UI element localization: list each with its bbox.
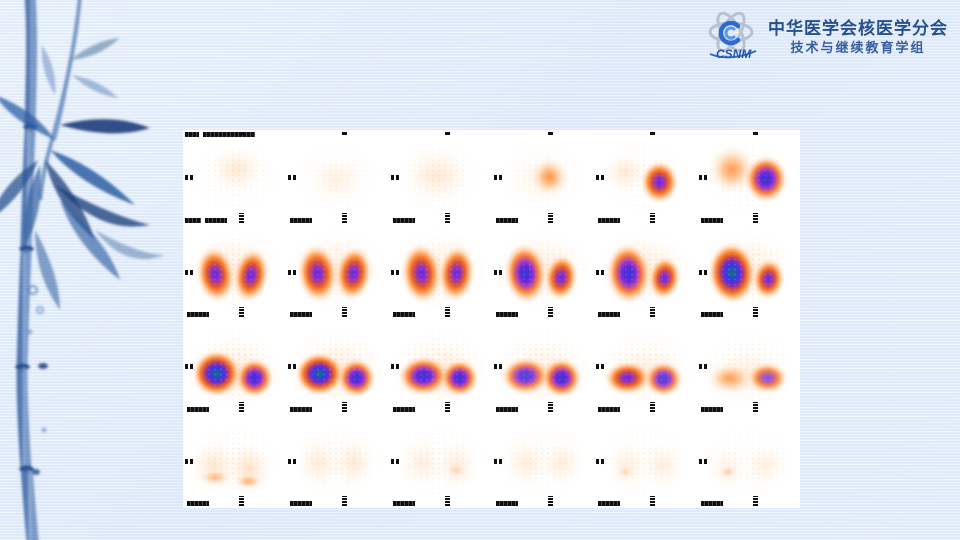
scan-frame-r4c6 [697,414,800,509]
scan-frame-r1c6 [697,130,800,225]
scan-frame-r1c4 [492,130,595,225]
uptake-blob [294,435,344,491]
uptake-blob [639,440,685,491]
scan-frame-r2c4 [492,225,595,320]
scan-frame-r4c2 [286,414,389,509]
scan-frame-r1c1 [183,130,286,225]
uptake-blob [640,161,678,203]
uptake-blob [706,444,750,492]
scan-frame-grid [183,130,800,508]
uptake-blob [644,360,683,397]
csnm-logo-text: CSNM [716,47,752,61]
uptake-blob [433,439,480,491]
organization-header: CSNM 中华医学会核医学分会 技术与继续教育学组 [704,10,948,64]
scan-frame-r3c6 [697,319,800,414]
uptake-blob [646,254,683,301]
uptake-blob [235,474,263,489]
csnm-logo-icon: CSNM [708,11,757,61]
uptake-blob [745,156,787,202]
uptake-blob [719,467,737,477]
scan-frame-r3c1 [183,319,286,414]
uptake-blob [617,467,633,477]
uptake-blob [603,150,647,195]
scan-frame-r3c3 [389,319,492,414]
scan-frame-r4c5 [594,414,697,509]
uptake-blob [604,242,652,305]
scan-frame-r4c4 [492,414,595,509]
scan-frame-r3c4 [492,319,595,414]
uptake-blob [537,436,586,490]
uptake-blob [397,436,446,490]
scan-frame-r2c3 [389,225,492,320]
uptake-blob [208,146,265,194]
uptake-blob [200,470,232,486]
uptake-blob [403,147,471,204]
org-name-line1: 中华医学会核医学分会 [768,19,948,39]
uptake-blob [331,436,377,490]
uptake-blob [750,256,787,301]
scan-frame-r2c2 [286,225,389,320]
uptake-blob [500,435,553,491]
uptake-blob [436,244,477,303]
scan-frame-r2c6 [697,225,800,320]
uptake-blob [337,357,377,398]
uptake-blob [604,439,650,491]
uptake-blob [708,364,752,393]
scan-frame-r2c5 [594,225,697,320]
uptake-blob [541,358,582,398]
uptake-blob [306,153,369,206]
uptake-blob [447,464,466,476]
scan-frame-r1c5 [594,130,697,225]
scan-frame-r3c2 [286,319,389,414]
uptake-blob [604,360,651,395]
scintigraphy-scan-panel [183,130,800,508]
scan-frame-r2c1 [183,225,286,320]
uptake-blob [741,440,789,491]
org-name-line2: 技术与继续教育学组 [790,39,926,55]
uptake-blob [440,358,480,397]
scan-frame-r4c3 [389,414,492,509]
scan-frame-r1c2 [286,130,389,225]
uptake-blob [531,159,567,196]
scan-frame-r4c1 [183,414,286,509]
uptake-blob [235,357,275,398]
scan-frame-r3c5 [594,319,697,414]
uptake-blob [747,362,788,395]
scan-frame-r1c3 [389,130,492,225]
